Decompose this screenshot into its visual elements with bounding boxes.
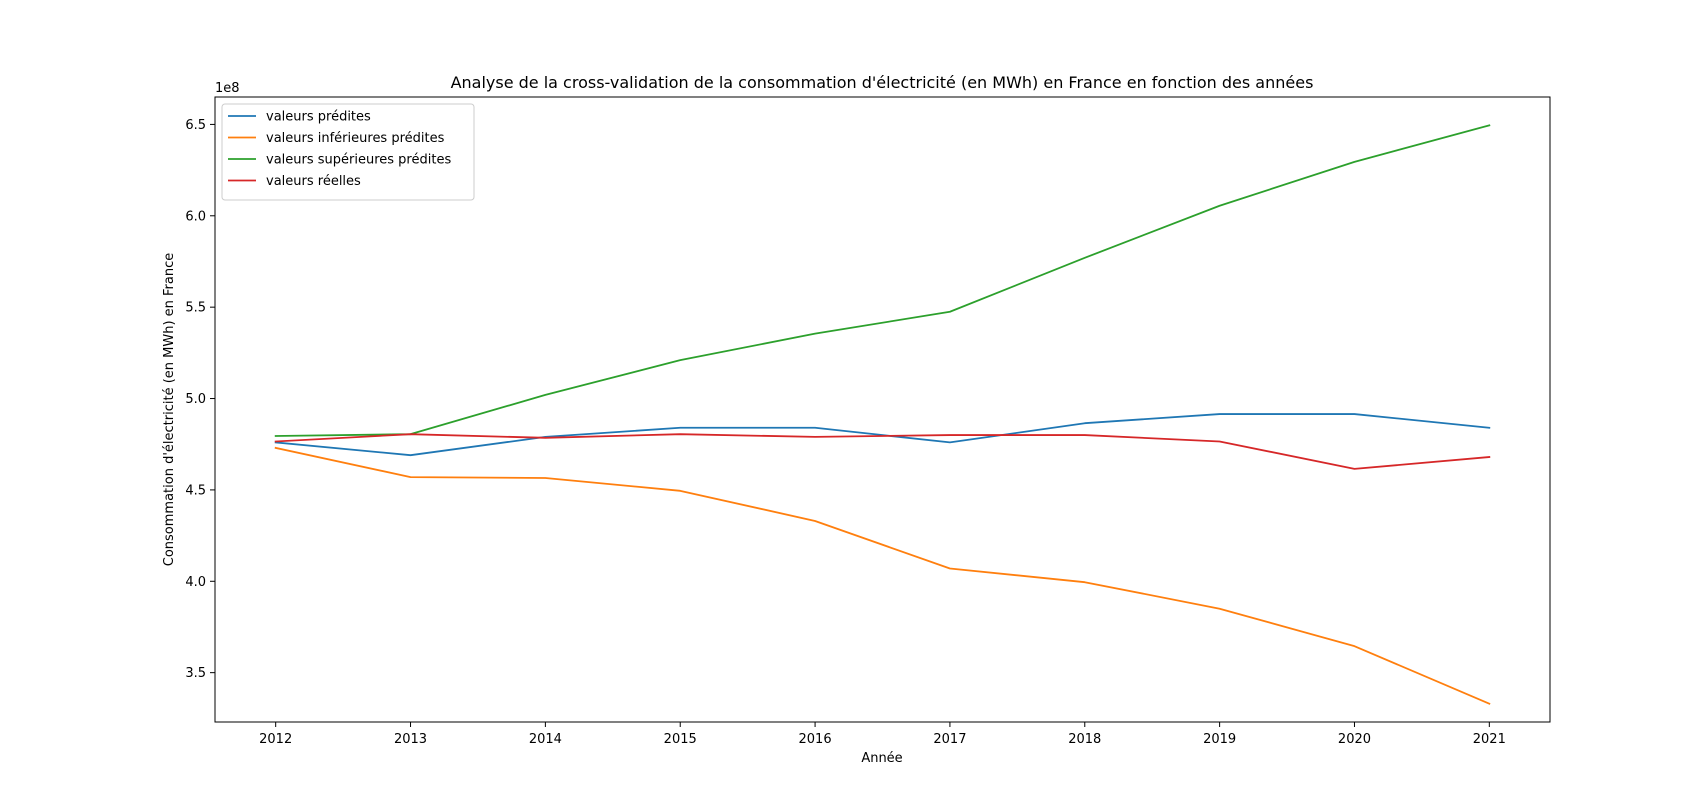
series-line-2 (274, 446, 1491, 705)
legend-label: valeurs prédites (266, 110, 371, 125)
y-tick-label: 5.0 (185, 392, 206, 407)
x-tick-label: 2017 (933, 732, 966, 747)
y-tick-label: 6.5 (185, 118, 206, 133)
x-tick-label: 2015 (664, 732, 697, 747)
y-tick-label: 3.5 (185, 666, 206, 681)
y-offset-label: 1e8 (215, 81, 240, 96)
x-tick-label: 2014 (529, 732, 562, 747)
x-tick-label: 2020 (1338, 732, 1371, 747)
x-tick-label: 2019 (1203, 732, 1236, 747)
x-axis-label: Année (861, 751, 902, 766)
legend-label: valeurs inférieures prédites (266, 131, 445, 146)
y-tick-label: 6.0 (185, 209, 206, 224)
series-line-4 (274, 433, 1491, 470)
x-tick-label: 2021 (1473, 732, 1506, 747)
x-tick-label: 2013 (394, 732, 427, 747)
legend-label: valeurs réelles (266, 174, 361, 189)
x-tick-label: 2016 (799, 732, 832, 747)
plot-background (215, 97, 1550, 722)
legend-label: valeurs supérieures prédites (266, 153, 451, 168)
plot-frame (214, 96, 1551, 723)
series-line-3 (274, 124, 1491, 437)
legend-box (221, 103, 475, 201)
series-line-1 (274, 413, 1491, 457)
y-tick-label: 4.0 (185, 575, 206, 590)
series-layer (274, 124, 1491, 705)
x-tick-label: 2018 (1068, 732, 1101, 747)
chart-title: Analyse de la cross-validation de la con… (451, 73, 1314, 92)
y-axis: 3.5 4.0 4.5 5.0 5.5 6.0 6.5 (185, 118, 215, 681)
x-axis: 2012 2013 2014 2015 2016 2017 2018 2019 2020 2021 (259, 722, 1506, 747)
y-tick-label: 4.5 (185, 483, 206, 498)
y-tick-label: 5.5 (185, 301, 206, 316)
legend: valeurs prédites valeurs inférieures préd… (221, 103, 475, 201)
y-axis-label: Consommation d'électricité (en MWh) en F… (162, 253, 177, 567)
x-tick-label: 2012 (259, 732, 292, 747)
